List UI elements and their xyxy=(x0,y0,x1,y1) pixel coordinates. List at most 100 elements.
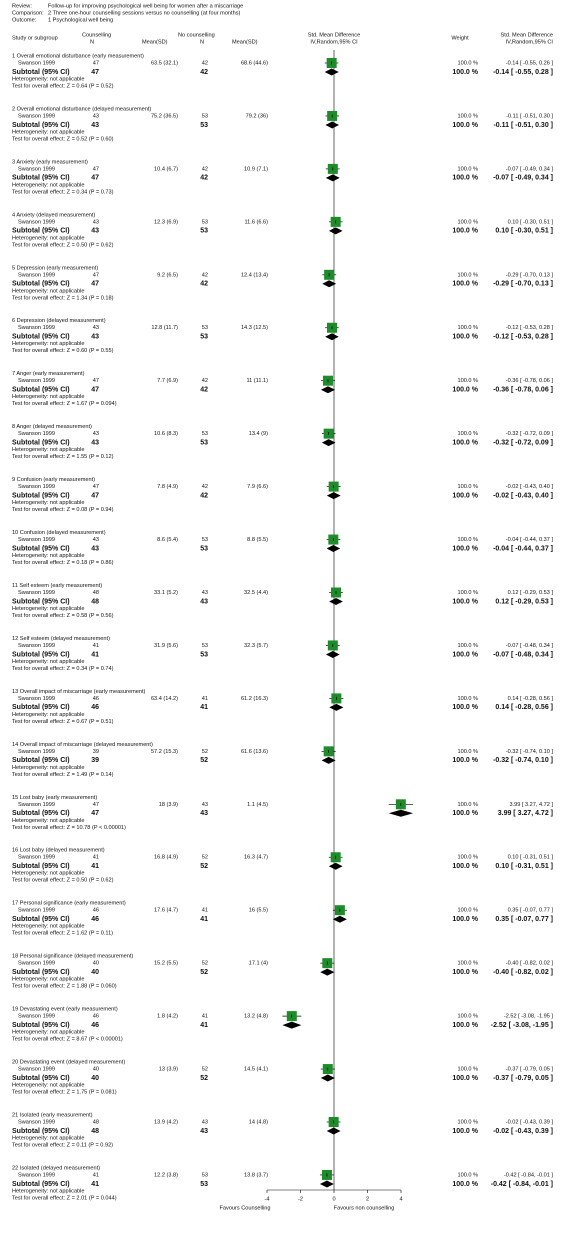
subtotal-diamond xyxy=(325,650,340,658)
subgroup-title: 12 Self esteem (delayed measurement) xyxy=(12,636,110,642)
mean-sd-control: 14 (4.8) xyxy=(249,1119,268,1125)
n-control: 41 xyxy=(202,908,208,914)
n-control: 43 xyxy=(202,590,208,596)
comparison-label: Comparison: xyxy=(12,10,44,16)
n-counselling: 43 xyxy=(93,219,99,225)
n-counselling: 48 xyxy=(93,1119,99,1125)
subgroup-title: 11 Self esteem (early measurement) xyxy=(12,583,102,589)
subtotal-label: Subtotal (95% CI) xyxy=(12,1075,70,1082)
subgroup-title: 2 Overall emotional disturbance (delayed… xyxy=(12,106,151,112)
weight: 100.0 % xyxy=(457,537,478,543)
mean-sd-counselling: 9.2 (6.5) xyxy=(157,272,178,278)
heterogeneity: Heterogeneity: not applicable xyxy=(12,76,84,82)
subtotal-label: Subtotal (95% CI) xyxy=(12,69,70,76)
subgroup-title: 5 Depression (early measurement) xyxy=(12,265,98,271)
subtotal-n-counselling: 46 xyxy=(91,1022,99,1029)
subtotal-effect-label: -0.07 [ -0.49, 0.34 ] xyxy=(493,175,553,182)
n-counselling: 47 xyxy=(93,60,99,66)
heterogeneity: Heterogeneity: not applicable xyxy=(12,553,84,559)
effect-label: -0.11 [ -0.51, 0.30 ] xyxy=(506,113,553,119)
effect-label: -0.14 [ -0.55, 0.26 ] xyxy=(506,60,554,66)
subtotal-n-counselling: 48 xyxy=(91,1128,99,1135)
subtotal-label: Subtotal (95% CI) xyxy=(12,387,70,394)
study-name: Swanson 1999 xyxy=(18,1067,55,1073)
subtotal-weight: 100.0 % xyxy=(452,545,478,552)
x-tick-label: 0 xyxy=(332,1196,335,1202)
subtotal-n-counselling: 40 xyxy=(91,969,99,976)
weight: 100.0 % xyxy=(457,855,478,861)
subtotal-label: Subtotal (95% CI) xyxy=(12,863,70,870)
subgroup-title: 10 Confusion (delayed measurement) xyxy=(12,530,106,536)
subtotal-diamond xyxy=(326,545,341,553)
subtotal-effect-label: -0.32 [ -0.74, 0.10 ] xyxy=(493,757,553,764)
subtotal-n-control: 43 xyxy=(200,1128,208,1135)
subtotal-n-control: 53 xyxy=(200,545,208,552)
mean-sd-counselling: 18 (3.9) xyxy=(159,802,178,808)
heterogeneity: Heterogeneity: not applicable xyxy=(12,288,84,294)
subtotal-diamond xyxy=(329,703,344,711)
subtotal-label: Subtotal (95% CI) xyxy=(12,228,70,235)
subtotal-weight: 100.0 % xyxy=(452,863,478,870)
mean-sd-control: 16.3 (4.7) xyxy=(244,855,268,861)
column-header: Mean(SD) xyxy=(232,39,258,45)
weight: 100.0 % xyxy=(457,961,478,967)
study-name: Swanson 1999 xyxy=(18,484,55,490)
n-counselling: 43 xyxy=(93,113,99,119)
effect-label: -0.32 [ -0.74, 0.10 ] xyxy=(506,749,554,755)
comparison: 2 Three one-hour counselling sessions ve… xyxy=(48,10,241,16)
subtotal-diamond xyxy=(328,862,343,870)
effect-label: 0.10 [ -0.30, 0.51 ] xyxy=(508,219,554,225)
subtotal-diamond xyxy=(325,121,340,129)
n-counselling: 41 xyxy=(93,1172,99,1178)
subtotal-weight: 100.0 % xyxy=(452,1181,478,1188)
subtotal-weight: 100.0 % xyxy=(452,598,478,605)
subtotal-label: Subtotal (95% CI) xyxy=(12,651,70,658)
mean-sd-counselling: 7.8 (4.9) xyxy=(157,484,178,490)
mean-sd-control: 32.3 (5.7) xyxy=(244,643,268,649)
subtotal-weight: 100.0 % xyxy=(452,228,478,235)
subtotal-effect-label: 0.35 [ -0.07, 0.77 ] xyxy=(495,916,553,923)
subtotal-label: Subtotal (95% CI) xyxy=(12,1128,70,1135)
x-left-label: Favours Counselling xyxy=(220,1205,271,1211)
subtotal-effect-label: -0.02 [ -0.43, 0.40 ] xyxy=(493,492,553,499)
column-header: Std. Mean Difference xyxy=(308,32,360,38)
subtotal-weight: 100.0 % xyxy=(452,281,478,288)
n-counselling: 43 xyxy=(93,537,99,543)
subtotal-weight: 100.0 % xyxy=(452,122,478,129)
subtotal-diamond xyxy=(325,174,340,182)
overall-effect-test: Test for overall effect: Z = 0.64 (P = 0… xyxy=(12,83,114,89)
weight: 100.0 % xyxy=(457,908,478,914)
subtotal-diamond xyxy=(282,1021,302,1029)
mean-sd-counselling: 13 (3.9) xyxy=(159,1067,178,1073)
subtotal-n-control: 53 xyxy=(200,334,208,341)
subtotal-label: Subtotal (95% CI) xyxy=(12,122,70,129)
mean-sd-counselling: 33.1 (5.2) xyxy=(154,590,178,596)
mean-sd-control: 12.4 (13.4) xyxy=(241,272,268,278)
weight: 100.0 % xyxy=(457,325,478,331)
n-control: 42 xyxy=(202,378,208,384)
subtotal-effect-label: -0.42 [ -0.84, -0.01 ] xyxy=(491,1181,553,1188)
study-name: Swanson 1999 xyxy=(18,113,55,119)
subgroup-title: 18 Personal significance (delayed measur… xyxy=(12,954,133,960)
review: Follow-up for improving psychological we… xyxy=(48,3,243,9)
subtotal-effect-label: -0.07 [ -0.48, 0.34 ] xyxy=(493,651,553,658)
mean-sd-control: 10.9 (7.1) xyxy=(244,166,268,172)
weight: 100.0 % xyxy=(457,696,478,702)
heterogeneity: Heterogeneity: not applicable xyxy=(12,1083,84,1089)
study-name: Swanson 1999 xyxy=(18,855,55,861)
subtotal-diamond xyxy=(320,386,336,394)
subgroup-title: 22 Isolated (delayed measurement) xyxy=(12,1165,100,1171)
subtotal-effect-label: -0.11 [ -0.51, 0.30 ] xyxy=(493,122,553,129)
subtotal-n-control: 52 xyxy=(200,863,208,870)
heterogeneity: Heterogeneity: not applicable xyxy=(12,977,84,983)
subtotal-n-counselling: 46 xyxy=(91,704,99,711)
subtotal-n-counselling: 41 xyxy=(91,863,99,870)
column-header: Study or subgroup xyxy=(12,35,58,41)
effect-label: 0.14 [ -0.28, 0.56 ] xyxy=(508,696,554,702)
n-control: 52 xyxy=(202,855,208,861)
n-counselling: 41 xyxy=(93,643,99,649)
overall-effect-test: Test for overall effect: Z = 8.67 (P < 0… xyxy=(12,1037,123,1043)
weight: 100.0 % xyxy=(457,802,478,808)
subtotal-effect-label: 0.12 [ -0.29, 0.53 ] xyxy=(495,598,553,605)
weight: 100.0 % xyxy=(457,166,478,172)
